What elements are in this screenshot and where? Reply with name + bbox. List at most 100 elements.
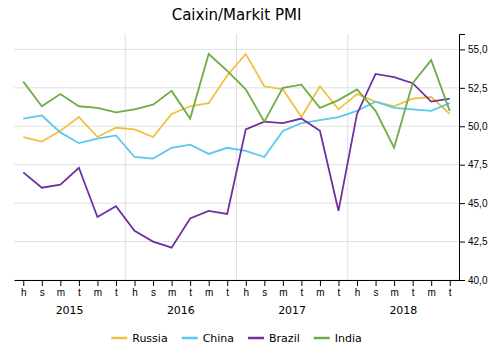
x-axis: hsmtmthsmtmthsmtmthsmtmt <box>15 280 460 298</box>
x-tick-mark <box>135 280 136 286</box>
y-tick: 55,0 <box>459 44 488 55</box>
x-tick-label: h <box>355 287 361 298</box>
x-tick-label: s <box>374 287 379 298</box>
x-tick: h <box>132 280 138 298</box>
legend-swatch <box>314 337 330 340</box>
y-tick: 52,5 <box>459 83 488 94</box>
x-tick: m <box>428 280 436 298</box>
group-labels: 2015201620172018 <box>56 304 418 317</box>
y-axis: 40,042,545,047,550,052,555,0 <box>459 35 488 286</box>
x-tick-mark <box>60 280 61 286</box>
x-tick-label: t <box>226 287 229 298</box>
x-tick: m <box>205 280 213 298</box>
legend-swatch <box>248 337 264 340</box>
x-tick-label: h <box>243 287 249 298</box>
x-tick: s <box>262 280 267 298</box>
x-tick-label: s <box>40 287 45 298</box>
x-tick-label: t <box>78 287 81 298</box>
y-tick-mark <box>459 126 465 127</box>
x-tick: m <box>168 280 176 298</box>
x-tick-mark <box>301 280 302 286</box>
y-tick: 40,0 <box>459 275 488 286</box>
x-tick: t <box>412 280 415 298</box>
series-line <box>23 54 449 148</box>
y-tick-mark <box>459 280 465 281</box>
legend-swatch <box>182 337 198 340</box>
x-tick-label: m <box>390 287 398 298</box>
x-tick: m <box>390 280 398 298</box>
x-tick: h <box>243 280 249 298</box>
x-tick-label: t <box>189 287 192 298</box>
x-tick-mark <box>338 280 339 286</box>
x-tick-mark <box>42 280 43 286</box>
x-tick: h <box>355 280 361 298</box>
chart: Caixin/Markit PMIhsmtmthsmtmthsmtmthsmtm… <box>0 0 501 352</box>
y-tick-mark <box>459 242 465 243</box>
legend: RussiaChinaBrazilIndia <box>111 332 362 345</box>
x-tick-label: h <box>132 287 138 298</box>
y-tick: 42,5 <box>459 236 488 247</box>
x-tick-mark <box>357 280 358 286</box>
legend-item: India <box>314 332 362 345</box>
group-label: 2018 <box>389 304 417 317</box>
x-tick-mark <box>153 280 154 286</box>
plot: hsmtmthsmtmthsmtmthsmtmt2015201620172018… <box>14 34 488 317</box>
x-tick-mark <box>209 280 210 286</box>
x-tick-mark <box>172 280 173 286</box>
legend-label: India <box>335 332 362 345</box>
x-tick-label: m <box>168 287 176 298</box>
x-tick-mark <box>394 280 395 286</box>
x-tick: m <box>316 280 324 298</box>
x-tick-label: t <box>301 287 304 298</box>
x-tick-label: s <box>262 287 267 298</box>
x-tick: s <box>40 280 45 298</box>
series-line <box>23 74 449 248</box>
x-tick-label: m <box>57 287 65 298</box>
y-tick: 47,5 <box>459 159 488 170</box>
x-tick-mark <box>116 280 117 286</box>
x-tick-mark <box>431 280 432 286</box>
legend-label: China <box>203 332 234 345</box>
y-tick: 45,0 <box>459 198 488 209</box>
title: Caixin/Markit PMI <box>172 6 302 24</box>
x-tick-label: m <box>94 287 102 298</box>
x-tick: t <box>301 280 304 298</box>
x-tick-mark <box>23 280 24 286</box>
lines <box>23 54 449 248</box>
x-tick: t <box>338 280 341 298</box>
x-tick: t <box>78 280 81 298</box>
x-tick: s <box>374 280 379 298</box>
x-tick: t <box>449 280 452 298</box>
y-tick-mark <box>459 165 465 166</box>
y-tick-mark <box>459 88 465 89</box>
x-tick-mark <box>227 280 228 286</box>
x-tick: s <box>151 280 156 298</box>
y-tick-label: 52,5 <box>468 83 488 94</box>
x-tick-label: t <box>449 287 452 298</box>
group-separator <box>236 34 237 280</box>
x-tick-label: m <box>316 287 324 298</box>
x-tick-mark <box>79 280 80 286</box>
x-tick-mark <box>264 280 265 286</box>
y-tick-label: 42,5 <box>468 236 488 247</box>
legend-label: Russia <box>132 332 167 345</box>
x-tick-mark <box>190 280 191 286</box>
legend-item: Russia <box>111 332 167 345</box>
x-tick: m <box>279 280 287 298</box>
group-label: 2016 <box>167 304 195 317</box>
x-tick-label: t <box>115 287 118 298</box>
x-tick-mark <box>450 280 451 286</box>
legend-item: China <box>182 332 234 345</box>
x-tick-mark <box>320 280 321 286</box>
x-tick: h <box>21 280 27 298</box>
x-tick-label: t <box>412 287 415 298</box>
x-axis-line <box>15 280 460 281</box>
x-tick-label: t <box>338 287 341 298</box>
x-tick-label: s <box>151 287 156 298</box>
y-tick-label: 47,5 <box>468 159 488 170</box>
x-tick-mark <box>246 280 247 286</box>
group-separator <box>125 34 126 280</box>
series-line <box>23 54 449 142</box>
x-tick-label: h <box>21 287 27 298</box>
group-label: 2017 <box>278 304 306 317</box>
